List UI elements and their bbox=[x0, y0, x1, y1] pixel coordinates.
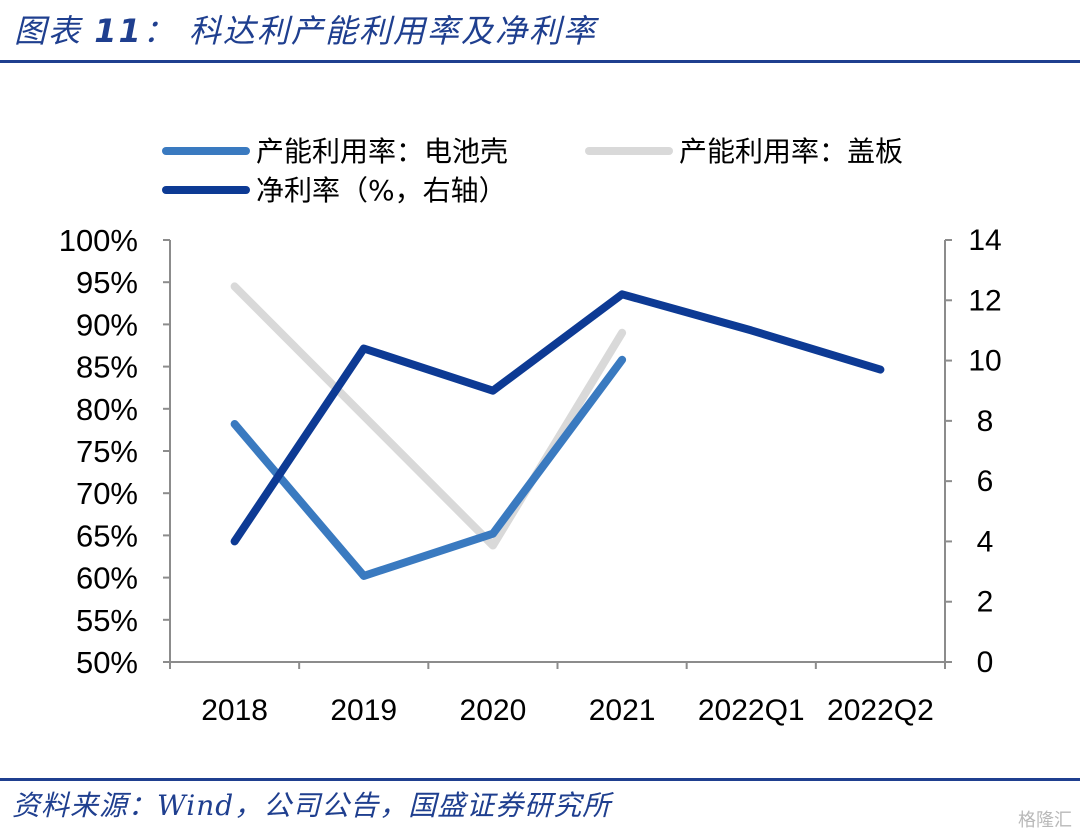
x-tick-label: 2022Q1 bbox=[698, 694, 805, 727]
x-tick-label: 2019 bbox=[330, 694, 397, 727]
right-tick-label: 14 bbox=[968, 224, 1001, 257]
right-tick-label: 12 bbox=[968, 284, 1001, 317]
right-tick-label: 2 bbox=[977, 586, 994, 619]
title-number: 11 bbox=[94, 12, 143, 50]
x-tick-label: 2018 bbox=[201, 694, 268, 727]
right-tick-label: 6 bbox=[977, 465, 994, 498]
left-tick-label: 65% bbox=[76, 518, 138, 553]
watermark: 格隆汇 bbox=[1018, 810, 1072, 831]
left-tick-label: 50% bbox=[76, 645, 138, 680]
right-tick-label: 0 bbox=[977, 646, 994, 679]
x-tick-label: 2020 bbox=[460, 694, 527, 727]
x-tick-label: 2022Q2 bbox=[827, 694, 934, 727]
title-text: ： 科达利产能利用率及净利率 bbox=[142, 12, 597, 50]
source-note: 资料来源：Wind，公司公告，国盛证券研究所 bbox=[12, 789, 612, 822]
left-tick-label: 95% bbox=[76, 265, 138, 300]
legend-label-3: 净利率（%，右轴） bbox=[256, 174, 507, 207]
series-line-2 bbox=[230, 282, 627, 550]
series-line-3 bbox=[230, 290, 885, 546]
figure-title: 图表 11： 科达利产能利用率及净利率 bbox=[14, 6, 597, 52]
left-tick-label: 70% bbox=[76, 476, 138, 511]
series-line-1 bbox=[230, 355, 627, 580]
left-tick-label: 100% bbox=[59, 223, 138, 258]
title-prefix: 图表 bbox=[14, 12, 83, 50]
left-tick-label: 60% bbox=[76, 561, 138, 596]
left-tick-label: 90% bbox=[76, 307, 138, 342]
left-tick-label: 80% bbox=[76, 392, 138, 427]
left-tick-label: 85% bbox=[76, 350, 138, 385]
bottom-divider bbox=[0, 778, 1080, 781]
right-tick-label: 4 bbox=[977, 525, 994, 558]
legend-label-1: 产能利用率：电池壳 bbox=[256, 135, 508, 168]
right-tick-label: 10 bbox=[968, 345, 1001, 378]
top-divider bbox=[0, 60, 1080, 63]
legend-label-2: 产能利用率：盖板 bbox=[679, 135, 903, 168]
series-lines bbox=[230, 282, 885, 580]
axes: 100% 95% 90% 85% 80% 75% 70% 65% 60% 55% 50% 14 12 10… bbox=[59, 223, 1002, 727]
left-tick-label: 55% bbox=[76, 603, 138, 638]
x-tick-label: 2021 bbox=[589, 694, 656, 727]
right-tick-label: 8 bbox=[977, 405, 994, 438]
left-tick-label: 75% bbox=[76, 434, 138, 469]
